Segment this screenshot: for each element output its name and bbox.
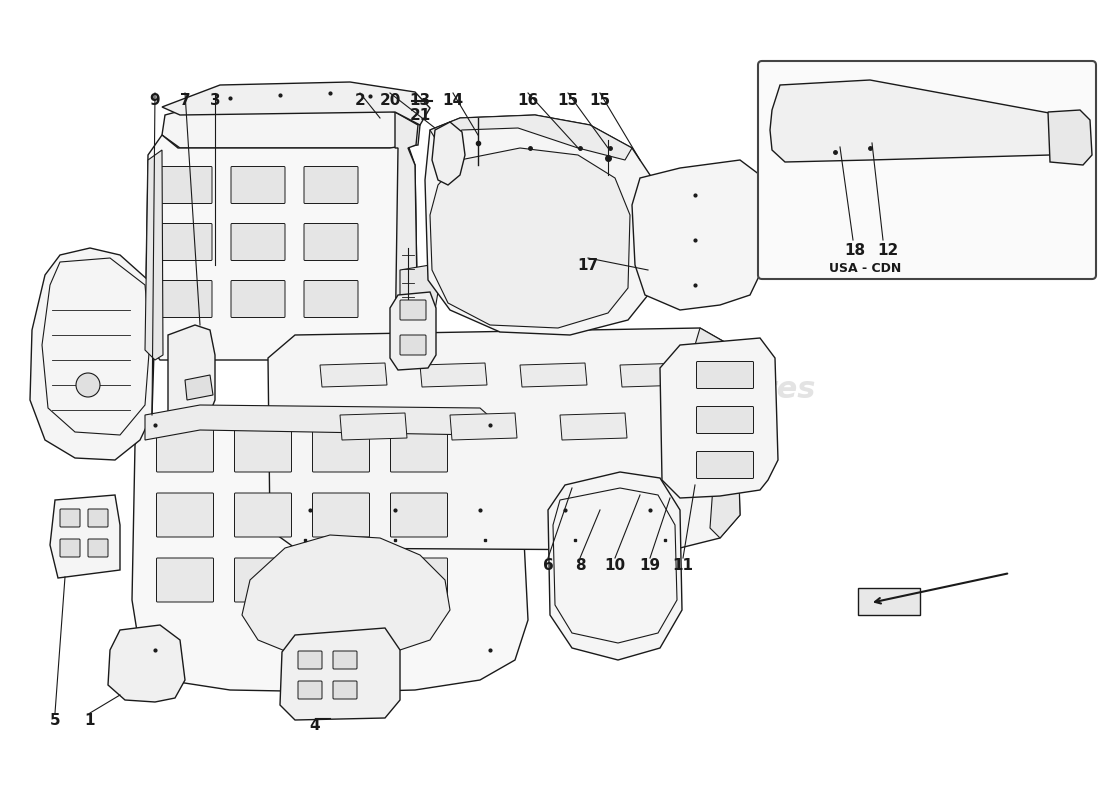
Polygon shape [770,80,1070,162]
Polygon shape [520,363,587,387]
Polygon shape [430,148,630,328]
Polygon shape [185,375,213,400]
Polygon shape [50,495,120,578]
FancyBboxPatch shape [60,509,80,527]
Polygon shape [548,472,682,660]
Text: 18: 18 [845,243,866,258]
Polygon shape [432,122,465,185]
Text: 19: 19 [639,558,661,573]
Polygon shape [162,82,430,125]
Circle shape [76,373,100,397]
Text: 12: 12 [878,243,899,258]
FancyBboxPatch shape [758,61,1096,279]
Text: 3: 3 [210,93,220,108]
Text: 1: 1 [85,713,96,728]
Text: eurospares: eurospares [333,546,527,574]
FancyBboxPatch shape [298,651,322,669]
FancyBboxPatch shape [304,166,358,203]
FancyBboxPatch shape [234,428,292,472]
FancyBboxPatch shape [696,362,754,389]
Polygon shape [632,160,762,310]
FancyBboxPatch shape [304,223,358,261]
FancyBboxPatch shape [156,428,213,472]
Text: 4: 4 [310,718,320,733]
Text: 14: 14 [442,93,463,108]
Polygon shape [145,135,418,360]
Polygon shape [660,338,778,498]
Polygon shape [695,328,740,538]
Text: 21: 21 [409,108,430,123]
Text: 10: 10 [604,558,626,573]
FancyBboxPatch shape [158,166,212,203]
Polygon shape [420,363,487,387]
Text: autospares: autospares [433,175,626,205]
Text: autospares: autospares [624,375,816,405]
Polygon shape [145,150,163,360]
Text: eurospares: eurospares [174,295,366,325]
FancyBboxPatch shape [696,406,754,434]
Text: 11: 11 [672,558,693,573]
Polygon shape [280,628,400,720]
Polygon shape [340,413,407,440]
Text: 15: 15 [558,93,579,108]
FancyBboxPatch shape [158,281,212,318]
Text: 15: 15 [590,93,610,108]
Polygon shape [395,112,418,360]
FancyBboxPatch shape [390,428,448,472]
Text: 17: 17 [578,258,598,273]
Text: 9: 9 [150,93,161,108]
FancyBboxPatch shape [333,681,358,699]
Text: 2: 2 [354,93,365,108]
Polygon shape [390,292,436,370]
FancyBboxPatch shape [312,428,370,472]
Polygon shape [132,408,528,692]
Text: USA - CDN: USA - CDN [829,262,901,274]
Text: 7: 7 [179,93,190,108]
FancyBboxPatch shape [400,335,426,355]
FancyBboxPatch shape [231,166,285,203]
FancyBboxPatch shape [234,558,292,602]
Text: 16: 16 [517,93,539,108]
Text: 8: 8 [574,558,585,573]
FancyBboxPatch shape [60,539,80,557]
FancyBboxPatch shape [304,281,358,318]
Polygon shape [858,588,920,615]
Text: 5: 5 [50,713,60,728]
Polygon shape [30,248,155,460]
Polygon shape [400,265,440,315]
FancyBboxPatch shape [312,493,370,537]
FancyBboxPatch shape [88,539,108,557]
Text: 13: 13 [409,93,430,108]
Polygon shape [268,328,740,550]
FancyBboxPatch shape [234,493,292,537]
Polygon shape [425,115,650,335]
FancyBboxPatch shape [390,558,448,602]
FancyBboxPatch shape [390,493,448,537]
FancyBboxPatch shape [231,223,285,261]
FancyBboxPatch shape [88,509,108,527]
Polygon shape [620,363,688,387]
Text: 6: 6 [542,558,553,573]
FancyBboxPatch shape [231,281,285,318]
Polygon shape [162,107,420,148]
Polygon shape [145,405,505,440]
FancyBboxPatch shape [298,681,322,699]
FancyBboxPatch shape [312,558,370,602]
FancyBboxPatch shape [158,223,212,261]
Polygon shape [242,535,450,655]
FancyBboxPatch shape [333,651,358,669]
Polygon shape [560,413,627,440]
Polygon shape [320,363,387,387]
Polygon shape [168,325,214,430]
Polygon shape [108,625,185,702]
Polygon shape [430,115,632,160]
FancyBboxPatch shape [156,493,213,537]
FancyBboxPatch shape [696,451,754,478]
Polygon shape [1048,110,1092,165]
FancyBboxPatch shape [400,300,426,320]
Text: 20: 20 [379,93,400,108]
Polygon shape [450,413,517,440]
FancyBboxPatch shape [156,558,213,602]
